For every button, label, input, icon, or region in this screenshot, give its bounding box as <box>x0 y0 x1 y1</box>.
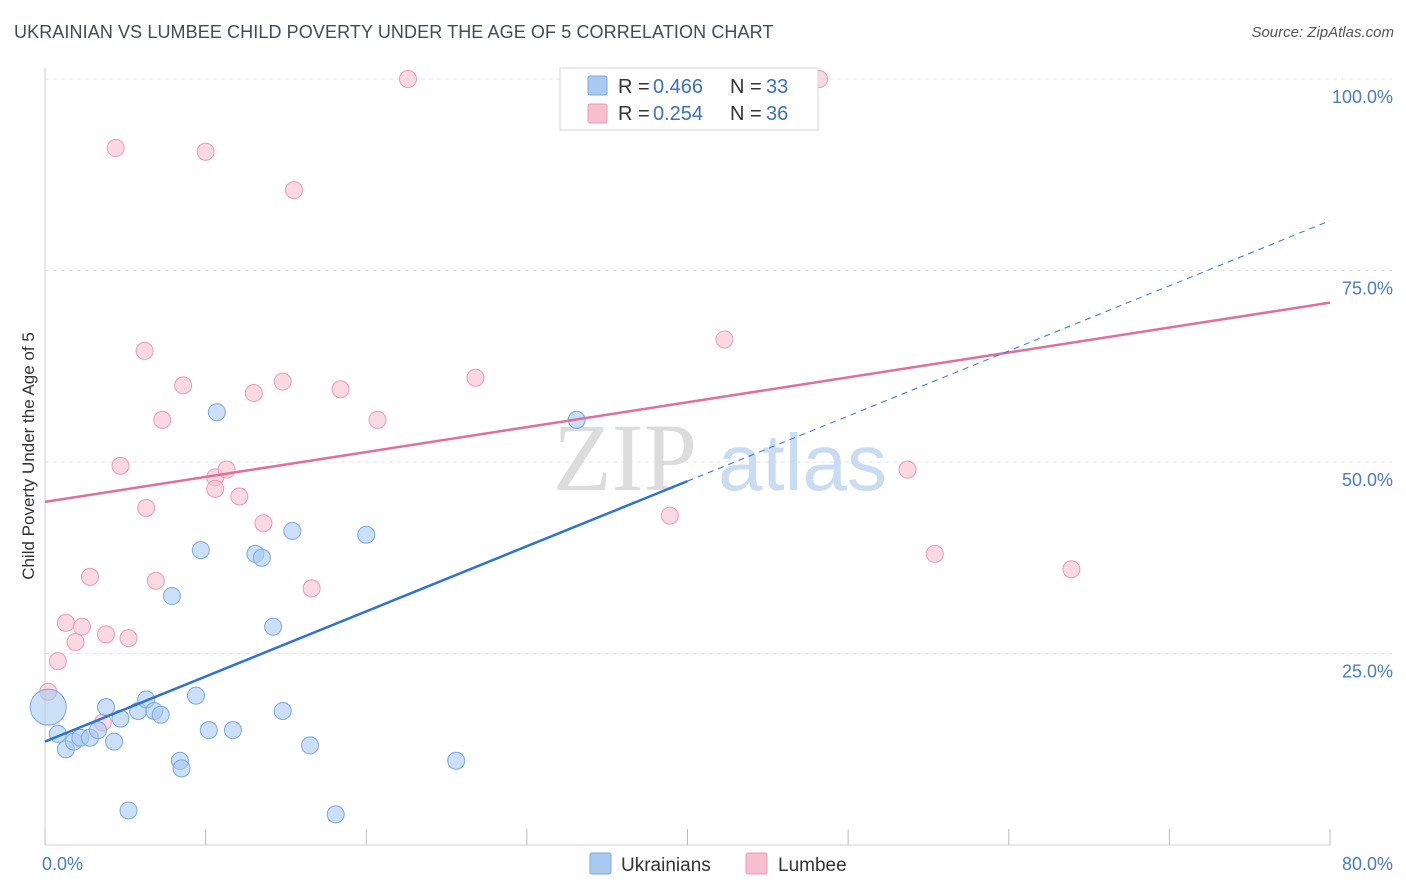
ukrainians-point <box>29 688 67 726</box>
legend-n-value-ukrainians: 33 <box>766 76 788 98</box>
legend-swatch-lumbee <box>587 103 608 124</box>
ukrainians-point <box>273 701 292 720</box>
legend-box: R = 0.466 N = 33 R = 0.254 N = 36 <box>559 67 819 131</box>
lumbee-point <box>302 579 321 598</box>
ukrainians-point <box>207 403 226 422</box>
legend-n-label-ukrainians: N = <box>730 76 762 98</box>
legend-swatch-ukrainians <box>587 75 608 96</box>
lumbee-point <box>135 341 154 360</box>
lumbee-point <box>137 498 156 517</box>
ukrainians-point <box>264 617 283 636</box>
ukrainians-point <box>447 751 466 770</box>
lumbee-point <box>331 380 350 399</box>
ukrainians-point <box>186 686 205 705</box>
lumbee-point <box>284 181 303 200</box>
ukrainians-point <box>357 525 376 544</box>
lumbee-point <box>48 652 67 671</box>
legend-r-label-ukrainians: R = <box>618 76 650 98</box>
lumbee-point <box>119 629 138 648</box>
ukrainians-point <box>119 801 138 820</box>
ukrainians-point <box>105 732 124 751</box>
lumbee-point <box>660 506 679 525</box>
x-tick-label: 80.0% <box>1342 854 1393 874</box>
lumbee-point <box>1062 560 1081 579</box>
y-axis-label: Child Poverty Under the Age of 5 <box>19 332 38 580</box>
ukrainians-point <box>162 587 181 606</box>
bottom-legend-swatch-lumbee <box>745 852 768 875</box>
legend-r-value-lumbee: 0.254 <box>653 103 703 125</box>
y-tick-label: 100.0% <box>1332 87 1393 107</box>
lumbee-point <box>80 567 99 586</box>
source-label: Source: ZipAtlas.com <box>1251 24 1394 41</box>
ukrainians-point <box>301 736 320 755</box>
ukrainians-point <box>172 759 191 778</box>
lumbee-point <box>66 633 85 652</box>
bottom-legend-label-lumbee: Lumbee <box>778 855 847 876</box>
lumbee-point <box>466 368 485 387</box>
ukrainians-point <box>252 548 271 567</box>
lumbee-point <box>230 487 249 506</box>
lumbee-point <box>925 544 944 563</box>
ukrainians-point <box>283 521 302 540</box>
lumbee-point <box>254 514 273 533</box>
ukrainians-point <box>223 721 242 740</box>
bottom-legend-label-ukrainians: Ukrainians <box>621 855 711 876</box>
legend-r-label-lumbee: R = <box>618 103 650 125</box>
lumbee-point <box>72 617 91 636</box>
ukrainians-trend-line <box>44 479 688 743</box>
lumbee-point <box>368 410 387 429</box>
lumbee-points <box>39 70 1081 732</box>
y-tick-label: 75.0% <box>1342 279 1393 299</box>
lumbee-point <box>206 479 225 498</box>
ukrainians-point <box>151 705 170 724</box>
x-tick-label: 0.0% <box>42 854 83 874</box>
lumbee-point <box>244 384 263 403</box>
ukrainians-point <box>191 541 210 560</box>
y-tick-label: 50.0% <box>1342 470 1393 490</box>
legend-r-value-ukrainians: 0.466 <box>653 76 703 98</box>
grid-lines <box>45 78 1392 654</box>
trend-lines <box>44 220 1331 743</box>
lumbee-point <box>273 372 292 391</box>
lumbee-trend-line <box>44 301 1331 504</box>
lumbee-point <box>174 376 193 395</box>
x-tick-marks <box>44 829 1331 845</box>
lumbee-point <box>399 70 418 88</box>
lumbee-point <box>111 456 130 475</box>
ukrainians-point <box>97 698 116 717</box>
y-tick-labels: 25.0% 50.0% 75.0% 100.0% <box>1332 87 1393 682</box>
y-tick-label: 25.0% <box>1342 662 1393 682</box>
lumbee-point <box>56 613 75 632</box>
legend-n-value-lumbee: 36 <box>766 103 788 125</box>
lumbee-point <box>106 138 125 157</box>
ukrainians-point <box>326 805 345 824</box>
lumbee-point <box>146 571 165 590</box>
watermark-atlas: atlas <box>718 418 887 507</box>
lumbee-point <box>153 410 172 429</box>
ukrainians-point <box>199 721 218 740</box>
ukrainians-trend-extension <box>687 220 1331 482</box>
lumbee-point <box>898 460 917 479</box>
bottom-legend-swatch-ukrainians <box>589 852 612 875</box>
chart-title: UKRAINIAN VS LUMBEE CHILD POVERTY UNDER … <box>14 22 774 42</box>
legend-n-label-lumbee: N = <box>730 103 762 125</box>
x-tick-labels: 0.0% 80.0% <box>42 854 1393 874</box>
lumbee-point <box>715 330 734 349</box>
lumbee-point <box>196 142 215 161</box>
lumbee-point <box>97 625 116 644</box>
watermark: ZIP atlas <box>553 404 887 511</box>
bottom-legend: Ukrainians Lumbee <box>589 852 847 876</box>
ukrainians-point <box>89 721 108 740</box>
